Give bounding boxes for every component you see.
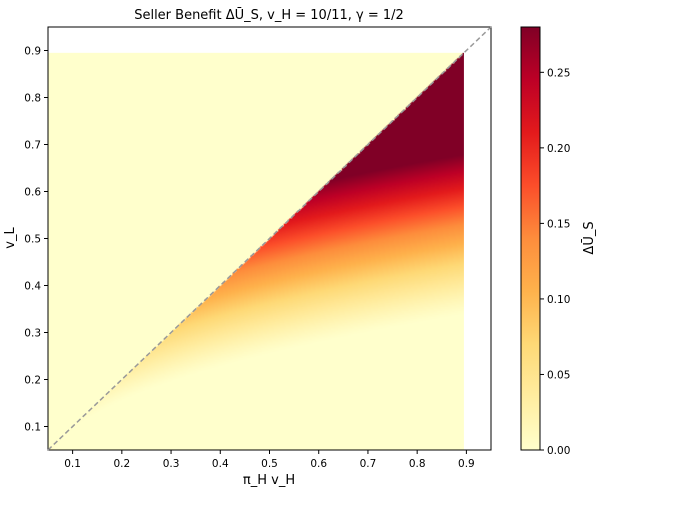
y-tick-label: 0.2 <box>24 375 41 387</box>
plot-area <box>47 26 492 451</box>
y-tick-label: 0.7 <box>24 140 41 152</box>
colorbar: 0.00 0.05 0.10 0.15 0.20 0.25 ΔŪ_S <box>520 26 597 457</box>
x-tick-label: 0.4 <box>212 458 229 470</box>
y-tick-label: 0.1 <box>24 422 41 434</box>
x-tick-label: 0.2 <box>113 458 130 470</box>
colorbar-tick-label: 0.20 <box>547 143 570 155</box>
y-tick-label: 0.3 <box>24 328 41 340</box>
x-tick-label: 0.1 <box>64 458 81 470</box>
colorbar-frame <box>520 26 541 451</box>
colorbar-tick-label: 0.10 <box>547 294 570 306</box>
colorbar-tick-label: 0.15 <box>547 218 570 230</box>
colorbar-ticks: 0.00 0.05 0.10 0.15 0.20 0.25 <box>540 67 570 457</box>
y-tick-label: 0.6 <box>24 187 41 199</box>
colorbar-tick-label: 0.25 <box>547 67 570 79</box>
x-axis: 0.1 0.2 0.3 0.4 0.5 0.6 0.7 0.8 0.9 <box>64 450 475 470</box>
x-tick-label: 0.6 <box>310 458 327 470</box>
colorbar-tick-label: 0.05 <box>547 369 570 381</box>
x-tick-label: 0.7 <box>360 458 377 470</box>
y-tick-label: 0.8 <box>24 93 41 105</box>
colorbar-gradient <box>521 27 540 450</box>
y-tick-label: 0.9 <box>24 46 41 58</box>
colorbar-tick-label: 0.00 <box>547 445 570 457</box>
y-tick-label: 0.5 <box>24 234 41 246</box>
reference-diagonal-line <box>47 26 492 451</box>
x-tick-label: 0.9 <box>458 458 475 470</box>
x-tick-label: 0.5 <box>261 458 278 470</box>
y-axis-label: v_L <box>3 227 18 249</box>
y-axis: 0.1 0.2 0.3 0.4 0.5 0.6 0.7 0.8 0.9 <box>24 46 48 434</box>
chart-title: Seller Benefit ΔŪ_S, v_H = 10/11, γ = 1/… <box>134 8 404 23</box>
colorbar-label: ΔŪ_S <box>582 221 597 254</box>
heatmap <box>48 52 464 450</box>
x-tick-label: 0.8 <box>409 458 426 470</box>
x-axis-label: π_H v_H <box>243 473 295 488</box>
x-tick-label: 0.3 <box>163 458 180 470</box>
y-tick-label: 0.4 <box>24 281 41 293</box>
